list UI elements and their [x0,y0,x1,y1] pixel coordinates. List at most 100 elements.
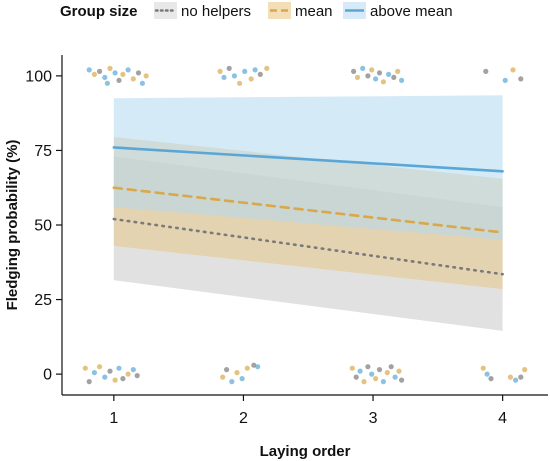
data-point [239,376,245,382]
data-point [231,73,237,79]
x-axis-title: Laying order [260,443,351,460]
data-point [220,374,226,380]
legend-key-mean [268,2,291,19]
data-point [351,68,357,74]
x-tick-label: 3 [369,410,378,427]
data-point [104,80,110,86]
data-point [82,365,88,371]
data-point [86,67,92,73]
data-point [376,70,383,76]
data-point [234,370,240,376]
data-point [120,71,126,77]
data-point [396,368,402,374]
data-point [395,68,401,74]
data-point [252,67,258,73]
x-tick-label: 4 [498,410,507,427]
data-point [349,365,355,371]
data-point [510,67,516,73]
data-point [354,74,361,80]
y-axis-ticks: 0 25 50 75 100 [25,68,62,384]
data-point [369,371,375,377]
data-point [484,371,490,377]
data-point [116,77,122,83]
data-point [97,364,103,370]
data-point [91,71,97,77]
data-point [365,73,371,79]
data-point [380,79,386,85]
confidence-bands [113,95,503,331]
data-point [86,379,92,385]
legend: Group size no helpers mean above mean [60,2,453,20]
data-point [120,376,126,382]
data-point [384,370,390,376]
data-point [221,74,227,80]
data-point [257,71,263,77]
data-point [399,377,405,383]
data-point [507,374,513,380]
data-point [125,67,131,73]
y-tick-label: 100 [25,68,52,85]
data-point [224,367,230,373]
data-point [513,377,519,383]
data-point [518,76,524,82]
x-axis-ticks: 1 2 3 4 [109,395,507,427]
data-point [139,80,145,86]
data-point [112,70,118,76]
trend-line-above-mean [112,146,504,173]
data-point [135,70,142,76]
data-point [217,68,223,74]
y-tick-label: 50 [34,218,52,235]
y-axis-title: Fledging probability (%) [4,140,21,311]
trend-lines [112,146,504,276]
data-point [102,374,108,380]
x-tick-label: 2 [239,410,248,427]
data-point [399,77,405,83]
data-point [391,74,397,80]
data-point [361,379,367,385]
data-point [518,374,524,380]
data-point [388,364,394,370]
data-point [97,68,103,74]
data-point [244,365,250,371]
y-tick-label: 75 [34,143,52,160]
data-point [237,80,243,86]
data-point [357,368,363,374]
data-point [502,77,508,83]
data-point [264,65,270,71]
x-tick-label: 1 [109,410,118,427]
data-point [483,68,489,74]
data-point [116,365,122,371]
data-point [365,364,371,370]
data-point [255,364,261,370]
data-point [107,65,113,71]
data-point [488,376,494,382]
data-point [369,67,375,73]
data-point [392,374,398,380]
data-point [242,68,248,74]
data-point [376,367,383,373]
data-point [130,76,136,82]
trend-line-mean [112,186,504,234]
data-point [353,374,359,380]
data-point [251,362,257,368]
y-tick-label: 0 [43,367,52,384]
ci-band-above-mean [113,95,503,240]
data-point [380,379,386,385]
data-point [226,65,232,71]
data-point [386,71,392,77]
data-point [107,368,113,374]
trend-line-no-helpers [112,217,504,276]
data-point [102,74,108,80]
data-point [130,367,136,373]
data-point [91,370,97,376]
data-point [125,371,131,377]
data-point [522,367,528,373]
data-point [143,73,149,79]
data-point [360,65,366,71]
legend-title: Group size [60,3,138,20]
data-point [112,377,118,383]
legend-label-above-mean: above mean [370,3,453,20]
data-point [373,76,379,82]
data-point [248,76,254,82]
